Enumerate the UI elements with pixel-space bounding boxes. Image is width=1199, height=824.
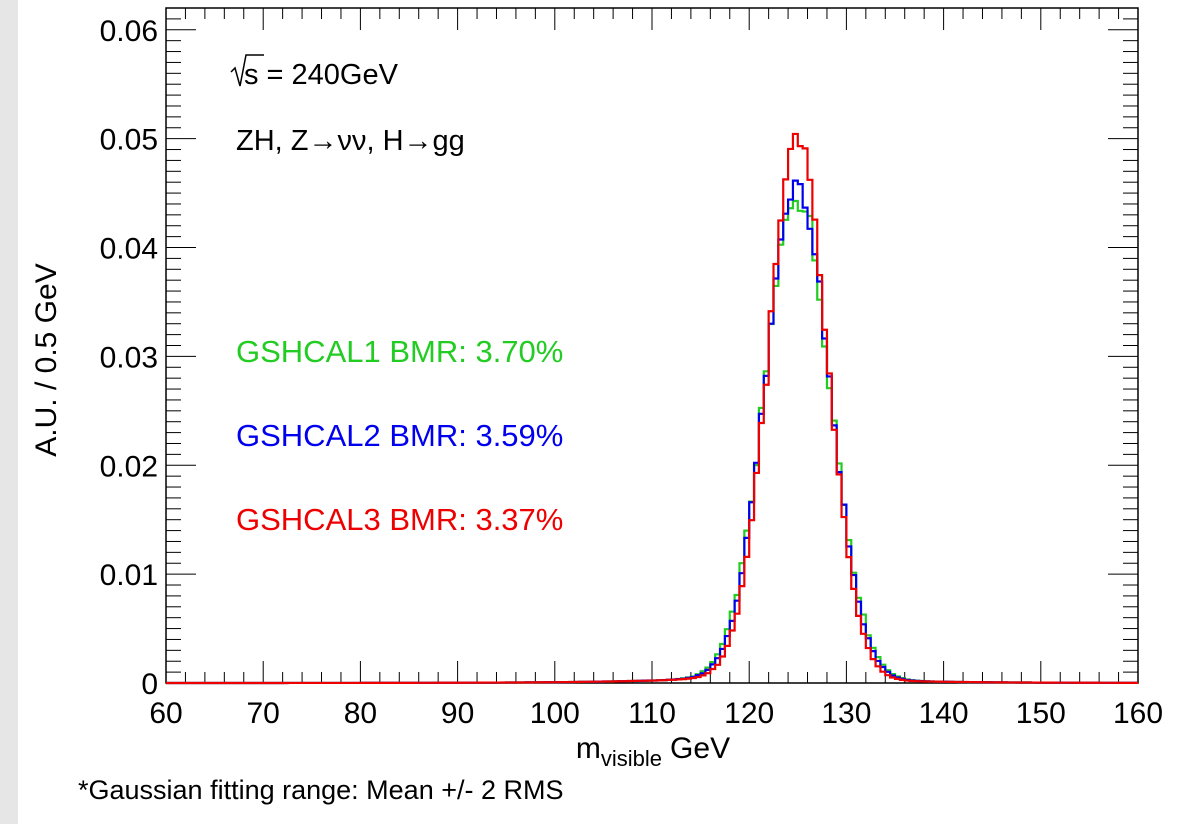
process-annotation: ZH, Z→νν, H→gg	[236, 125, 465, 157]
y-tick-label: 0.03	[100, 341, 158, 374]
svg-text:s = 240GeV: s = 240GeV	[244, 59, 399, 91]
y-axis-label: A.U. / 0.5 GeV	[30, 263, 63, 456]
legend-entry-gshcal3: GSHCAL3 BMR: 3.37%	[236, 502, 563, 537]
y-tick-label: 0.02	[100, 450, 158, 483]
histogram-lines	[166, 132, 1138, 685]
x-tick-label: 160	[1113, 697, 1163, 730]
x-tick-label: 100	[530, 697, 580, 730]
chart-labels: A.U. / 0.5 GeV mvisible GeV s = 240GeV ZH…	[30, 54, 730, 770]
x-tick-label: 70	[247, 697, 280, 730]
y-tick-label: 0.05	[100, 124, 158, 157]
x-tick-label: 120	[724, 697, 774, 730]
histogram-chart: 60 70 80 90 100 110 120 130 140 150 160 0 0.01 0.02 0.…	[30, 7, 1163, 770]
axes: 60 70 80 90 100 110 120 130 140 150 160 0 0.01 0.02 0.…	[100, 7, 1163, 730]
x-axis-label-sub: visible	[601, 746, 662, 770]
y-tick-label: 0	[141, 668, 158, 701]
legend-entry-gshcal2: GSHCAL2 BMR: 3.59%	[236, 418, 563, 453]
x-axis-label-unit: GeV	[670, 732, 730, 765]
x-tick-label: 80	[344, 697, 377, 730]
left-margin-strip	[0, 0, 18, 824]
x-tick-label: 150	[1016, 697, 1066, 730]
legend-entry-gshcal1: GSHCAL1 BMR: 3.70%	[236, 334, 563, 369]
energy-annotation: s = 240GeV	[230, 54, 399, 91]
y-tick-label: 0.01	[100, 559, 158, 592]
x-tick-label: 60	[149, 697, 182, 730]
x-tick-label: 130	[821, 697, 871, 730]
x-tick-label: 110	[628, 697, 676, 730]
energy-sqrt-arg: s	[244, 59, 259, 91]
x-tick-label: 90	[441, 697, 474, 730]
y-tick-label: 0.06	[100, 15, 158, 48]
sqrt-sign	[230, 54, 264, 87]
x-tick-label: 140	[919, 697, 969, 730]
x-axis-label: mvisible GeV	[576, 732, 730, 770]
y-tick-label: 0.04	[100, 233, 158, 266]
footnote: *Gaussian fitting range: Mean +/- 2 RMS	[78, 775, 564, 805]
histogram-series-3	[166, 132, 1138, 685]
energy-value: = 240GeV	[259, 59, 399, 91]
x-axis-label-main: m	[576, 732, 601, 765]
